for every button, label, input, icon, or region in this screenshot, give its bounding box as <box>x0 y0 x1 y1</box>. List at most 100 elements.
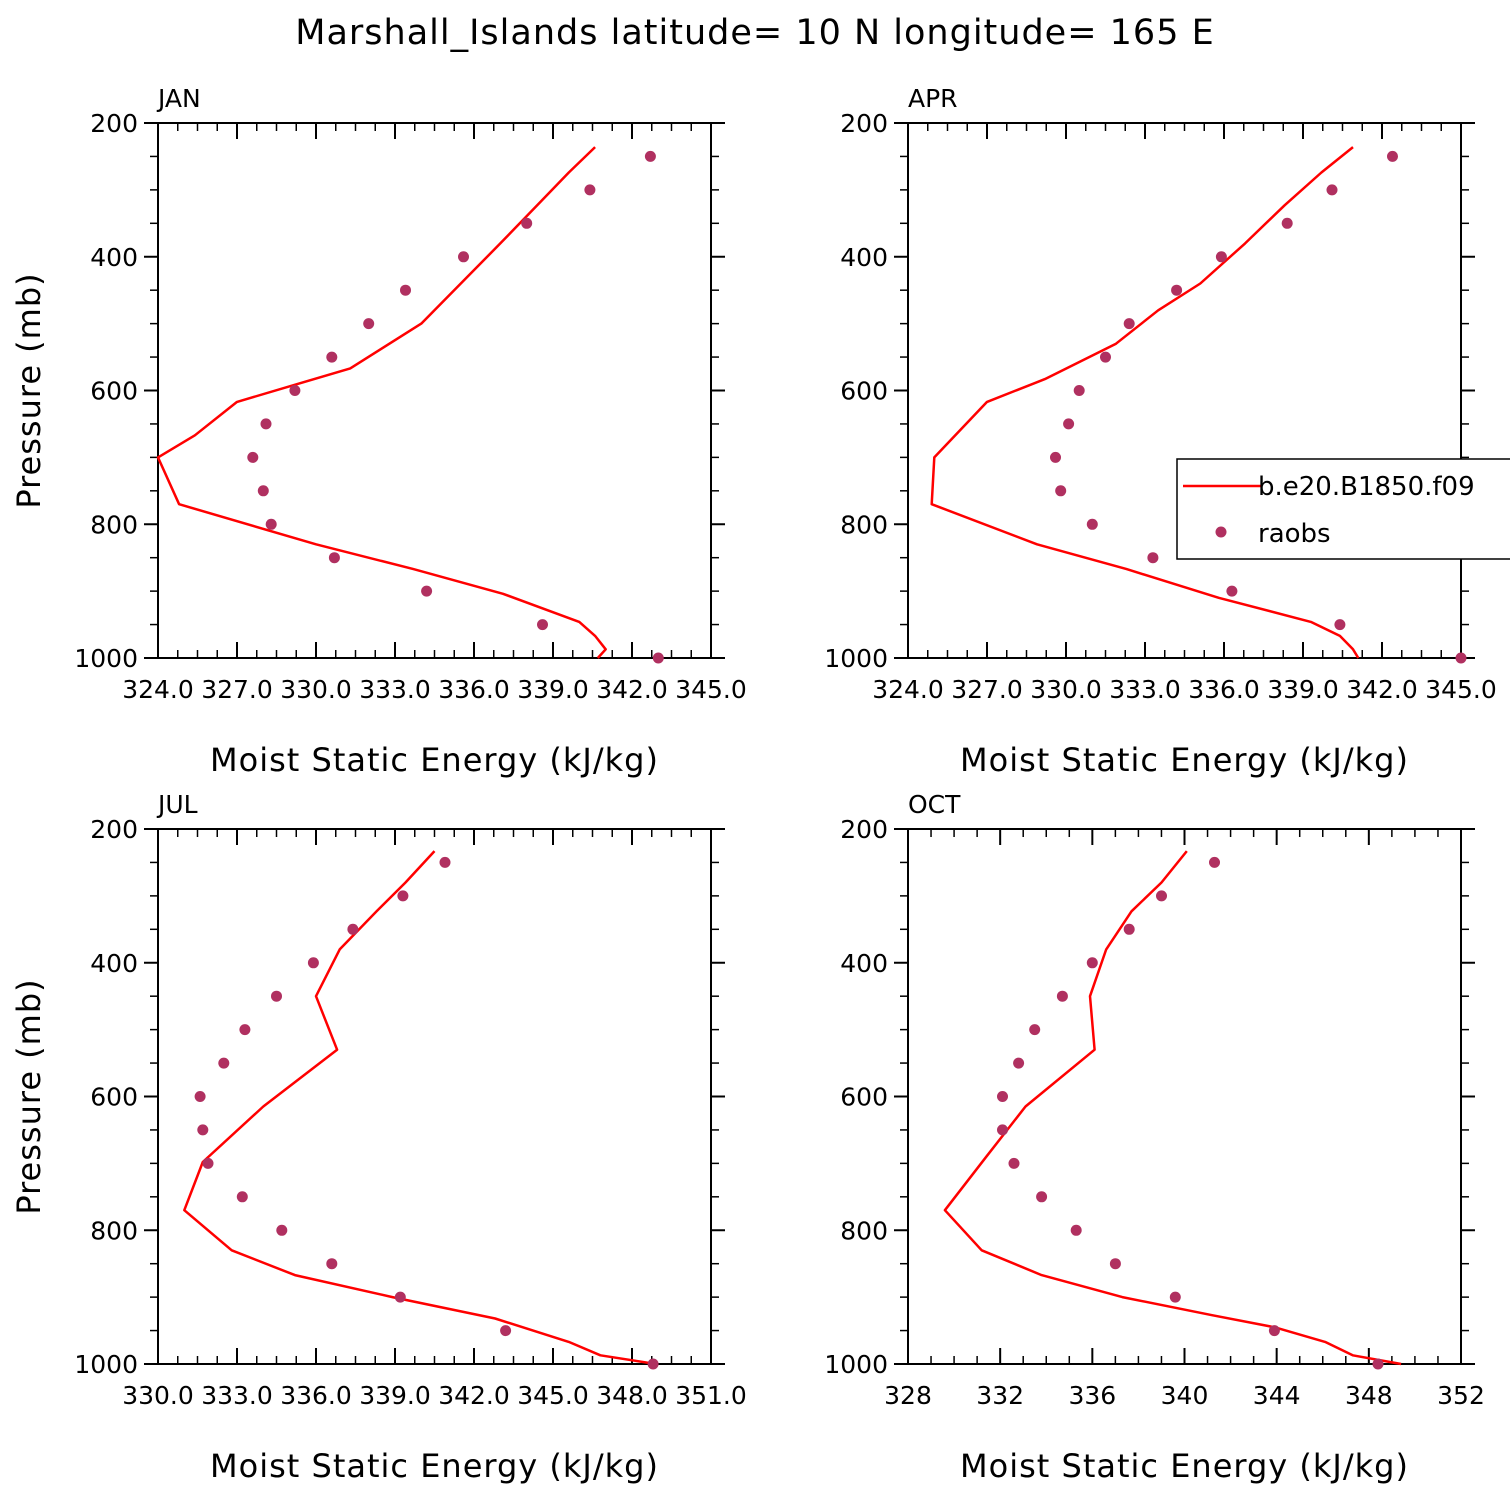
raobs-point-jul <box>394 1291 406 1303</box>
y-tick-label-jan: 200 <box>90 109 138 138</box>
raobs-point-apr <box>1055 485 1067 497</box>
y-tick-label-jul: 200 <box>90 815 138 844</box>
raobs-point-jul <box>239 1024 251 1036</box>
raobs-point-jul <box>439 856 451 868</box>
x-tick-label-jan: 324.0 <box>122 675 194 704</box>
raobs-point-jul <box>326 1258 338 1270</box>
panel-title-oct: OCT <box>908 790 961 819</box>
raobs-point-apr <box>1326 184 1338 196</box>
raobs-point-oct <box>1372 1358 1384 1370</box>
raobs-point-apr <box>1123 318 1135 330</box>
raobs-point-jul <box>194 1091 206 1102</box>
x-tick-label-apr: 324.0 <box>872 675 944 704</box>
x-tick-label-apr: 345.0 <box>1425 675 1497 704</box>
x-tick-label-apr: 327.0 <box>951 675 1023 704</box>
x-tick-label-oct: 328 <box>884 1381 932 1410</box>
raobs-point-jan <box>257 485 269 497</box>
y-tick-label-jul: 1000 <box>74 1350 138 1379</box>
raobs-point-apr <box>1050 451 1061 463</box>
raobs-point-apr <box>1455 652 1467 664</box>
raobs-point-oct <box>997 1124 1008 1136</box>
raobs-point-jan <box>521 217 533 229</box>
raobs-point-oct <box>1123 923 1135 935</box>
x-tick-label-apr: 330.0 <box>1030 675 1102 704</box>
panel-jan: JAN 324.0 327.0 330.0 333.0 336.0 339.0 342.0 34… <box>10 84 747 779</box>
raobs-point-jul <box>236 1191 248 1203</box>
y-tick-label-oct: 1000 <box>824 1350 888 1379</box>
raobs-point-jul <box>347 923 359 935</box>
raobs-point-jan <box>326 351 338 363</box>
raobs-point-apr <box>1100 351 1111 363</box>
model-line-apr <box>930 146 1360 659</box>
raobs-point-apr <box>1063 418 1075 430</box>
y-axis-title-jul: Pressure (mb) <box>10 978 48 1214</box>
x-tick-label-jan: 336.0 <box>438 675 510 704</box>
x-tick-label-oct: 348 <box>1345 1381 1393 1410</box>
legend-box <box>1176 458 1510 560</box>
x-tick-label-jan: 342.0 <box>596 675 668 704</box>
y-tick-label-oct: 200 <box>840 815 888 844</box>
y-tick-label-oct: 400 <box>840 949 888 978</box>
x-tick-label-jul: 336.0 <box>280 1381 352 1410</box>
raobs-point-jul <box>197 1124 209 1136</box>
x-tick-label-oct: 336 <box>1068 1381 1116 1410</box>
y-tick-label-jul: 800 <box>90 1216 138 1245</box>
raobs-point-apr <box>1387 150 1398 162</box>
x-tick-label-jul: 330.0 <box>122 1381 194 1410</box>
x-axis-title-jul: Moist Static Energy (kJ/kg) <box>210 1447 659 1485</box>
y-tick-label-oct: 800 <box>840 1216 888 1245</box>
panel-title-jul: JUL <box>156 790 198 819</box>
raobs-point-jul <box>397 890 409 902</box>
y-tick-label-jul: 400 <box>90 949 138 978</box>
x-tick-label-jul: 339.0 <box>359 1381 431 1410</box>
raobs-point-apr <box>1073 385 1085 396</box>
raobs-point-oct <box>1109 1258 1121 1270</box>
raobs-point-jul <box>202 1157 214 1169</box>
y-tick-label-apr: 1000 <box>824 644 888 673</box>
raobs-point-jan <box>289 385 301 396</box>
x-tick-label-apr: 339.0 <box>1267 675 1339 704</box>
raobs-point-jul <box>218 1057 230 1069</box>
raobs-point-oct <box>1013 1057 1025 1069</box>
raobs-point-apr <box>1226 585 1238 597</box>
y-tick-label-apr: 200 <box>840 109 888 138</box>
raobs-point-oct <box>997 1091 1008 1102</box>
x-tick-label-oct: 340 <box>1161 1381 1209 1410</box>
x-tick-label-jul: 333.0 <box>201 1381 273 1410</box>
raobs-point-apr <box>1281 217 1293 229</box>
x-tick-label-jul: 348.0 <box>596 1381 668 1410</box>
x-tick-label-jul: 342.0 <box>438 1381 510 1410</box>
raobs-point-jan <box>644 150 656 162</box>
raobs-point-jan <box>260 418 272 430</box>
figure-title: Marshall_Islands latitude= 10 N longitud… <box>295 13 1214 53</box>
raobs-point-apr <box>1147 552 1159 564</box>
raobs-point-apr <box>1215 251 1227 263</box>
raobs-point-jul <box>647 1358 659 1370</box>
model-line-jan <box>156 146 607 659</box>
raobs-point-apr <box>1334 619 1346 631</box>
x-tick-label-jan: 345.0 <box>675 675 747 704</box>
x-tick-label-jan: 339.0 <box>517 675 589 704</box>
panel-jul: JUL 330.0 333.0 336.0 339.0 342.0 345.0 348.0 35… <box>10 790 747 1485</box>
model-line-oct <box>943 850 1402 1366</box>
x-axis-title-apr: Moist Static Energy (kJ/kg) <box>960 741 1409 779</box>
raobs-point-oct <box>1029 1024 1041 1036</box>
y-tick-label-apr: 800 <box>840 510 888 539</box>
x-tick-label-oct: 352 <box>1437 1381 1485 1410</box>
y-tick-label-apr: 600 <box>840 377 888 406</box>
x-tick-label-jan: 327.0 <box>201 675 273 704</box>
legend-label-raobs: raobs <box>1258 519 1331 549</box>
raobs-point-jan <box>652 652 664 664</box>
raobs-point-jul <box>500 1325 512 1337</box>
raobs-point-oct <box>1209 856 1220 868</box>
raobs-point-oct <box>1268 1325 1280 1337</box>
legend-label-model: b.e20.B1850.f09 <box>1258 472 1475 502</box>
raobs-point-oct <box>1008 1157 1020 1169</box>
x-axis-title-oct: Moist Static Energy (kJ/kg) <box>960 1447 1409 1485</box>
x-tick-label-apr: 336.0 <box>1188 675 1260 704</box>
x-tick-label-apr: 333.0 <box>1109 675 1181 704</box>
legend: b.e20.B1850.f09 raobs <box>1176 458 1510 560</box>
raobs-point-oct <box>1070 1224 1082 1236</box>
raobs-point-jan <box>584 184 596 196</box>
